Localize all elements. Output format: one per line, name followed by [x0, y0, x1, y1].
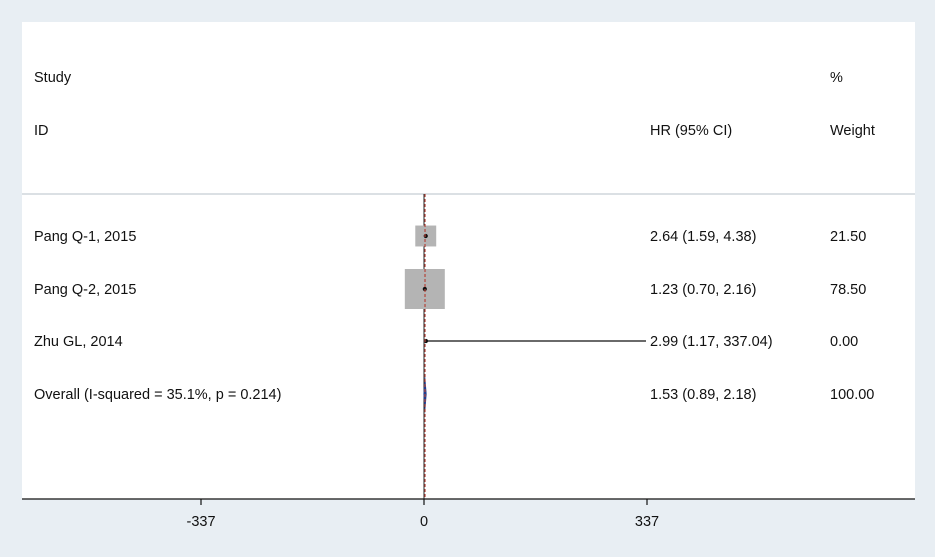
overall-weight-text: 100.00 [830, 387, 874, 403]
x-tick-label: 0 [420, 514, 428, 530]
header-id: ID [34, 123, 49, 139]
study-label: Zhu GL, 2014 [34, 334, 123, 350]
study-weight-text: 0.00 [830, 334, 858, 350]
study-weight-text: 78.50 [830, 282, 866, 298]
overall-label: Overall (I-squared = 35.1%, p = 0.214) [34, 387, 281, 403]
study-label: Pang Q-1, 2015 [34, 229, 136, 245]
study-label: Pang Q-2, 2015 [34, 282, 136, 298]
x-tick-label: -337 [186, 514, 215, 530]
study-ci-text: 2.64 (1.59, 4.38) [650, 229, 756, 245]
header-study: Study [34, 70, 72, 86]
study-weight-text: 21.50 [830, 229, 866, 245]
study-ci-text: 1.23 (0.70, 2.16) [650, 282, 756, 298]
x-tick-label: 337 [635, 514, 659, 530]
plot-panel [22, 22, 915, 499]
overall-ci-text: 1.53 (0.89, 2.18) [650, 387, 756, 403]
study-ci-text: 2.99 (1.17, 337.04) [650, 334, 773, 350]
header-percent: % [830, 70, 843, 86]
x-axis: -337 0 337 [22, 498, 915, 530]
header-effect: HR (95% CI) [650, 123, 732, 139]
study-point [423, 233, 428, 239]
study-rows: Pang Q-1, 2015 2.64 (1.59, 4.38) 21.50 Pang… [34, 229, 874, 403]
study-marks [404, 194, 646, 499]
header-weight: Weight [830, 123, 875, 139]
